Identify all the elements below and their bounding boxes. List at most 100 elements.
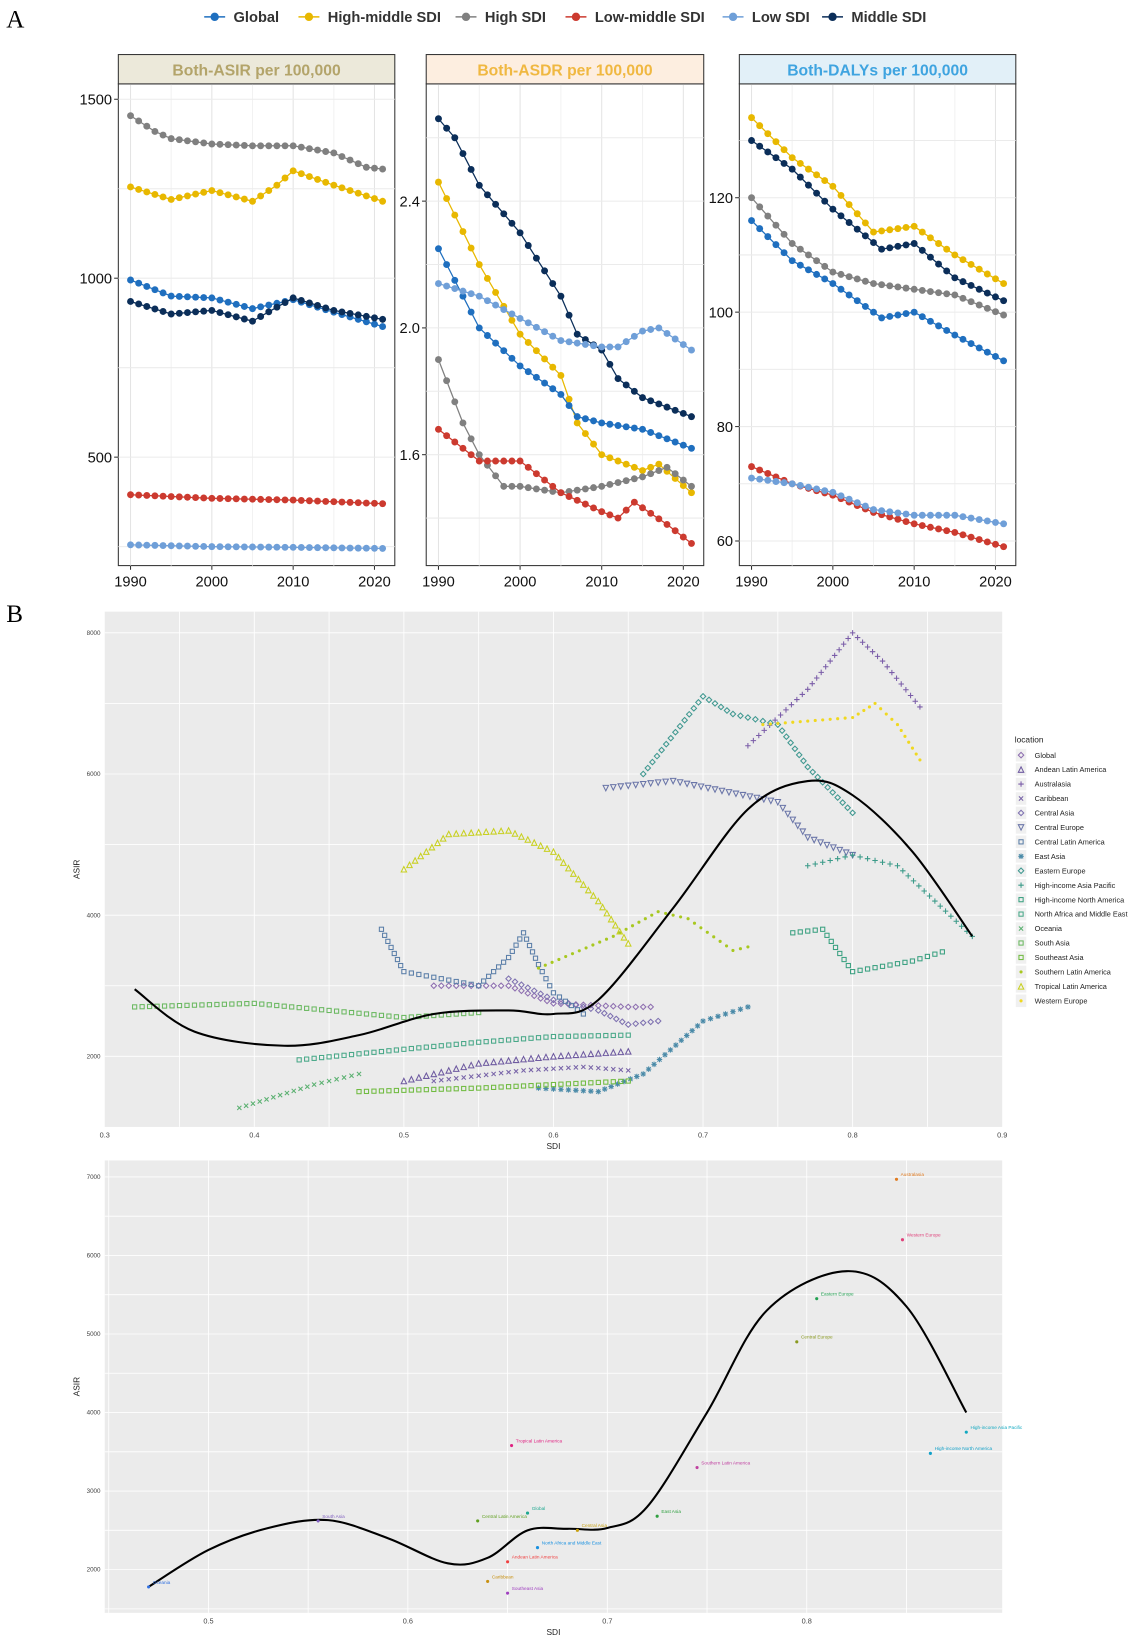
data-point (371, 1012, 377, 1018)
data-point (764, 148, 772, 156)
data-point (356, 1010, 362, 1016)
series-low-middle-sdi (127, 491, 387, 508)
data-point (468, 981, 474, 987)
data-point (910, 520, 918, 528)
data-point (443, 282, 451, 290)
data-point (249, 305, 256, 313)
data-point (476, 1039, 482, 1045)
series-central-asia (505, 975, 662, 1029)
data-point (832, 944, 839, 951)
data-point (581, 430, 589, 438)
data-point (655, 467, 663, 474)
y-tick-label: 6000 (87, 771, 101, 778)
data-point (557, 489, 565, 497)
data-point (532, 373, 540, 381)
series-global (430, 982, 655, 1011)
facet-strip (738, 54, 1017, 85)
data-point (647, 1018, 655, 1026)
data-point (183, 192, 191, 200)
data-point (415, 1073, 423, 1081)
data-point (780, 230, 788, 238)
data-point (624, 939, 632, 947)
data-point (788, 257, 796, 265)
data-point (435, 245, 442, 253)
data-point (423, 1087, 429, 1093)
data-point (492, 301, 500, 309)
data-point (614, 1081, 621, 1087)
data-point (836, 846, 844, 855)
data-point (467, 828, 475, 836)
point-label: Southern Latin America (701, 1460, 750, 1465)
data-point (1018, 911, 1024, 917)
data-point (651, 1061, 657, 1068)
labeled-point: Australasia (894, 1172, 924, 1181)
data-point (647, 780, 655, 788)
data-point (224, 543, 232, 551)
data-point (894, 283, 902, 291)
data-point (549, 482, 557, 490)
data-point (183, 493, 191, 501)
legend-label: High-income North America (1035, 895, 1126, 904)
data-point (143, 122, 151, 130)
y-tick-label: 60 (717, 534, 733, 550)
data-point (983, 538, 991, 546)
data-point (443, 432, 451, 440)
data-point (671, 470, 679, 478)
data-point (894, 225, 902, 233)
data-point (524, 484, 532, 492)
data-point (778, 727, 786, 735)
data-point (853, 275, 861, 283)
data-point (524, 319, 532, 327)
data-point (829, 182, 837, 190)
point-label: Eastern Europe (821, 1292, 854, 1297)
data-point (490, 1058, 498, 1066)
data-point (562, 998, 569, 1004)
data-point (815, 1297, 819, 1301)
data-point (437, 1068, 445, 1076)
data-point (926, 523, 934, 531)
data-point (159, 308, 167, 315)
point-label: East Asia (661, 1509, 681, 1514)
legend-key (1015, 980, 1027, 993)
data-point (787, 739, 795, 747)
data-point (208, 494, 216, 502)
data-point (907, 740, 911, 744)
data-point (821, 177, 829, 185)
data-point (216, 140, 224, 148)
data-point (277, 1092, 283, 1098)
data-point (869, 648, 876, 655)
data-point (183, 542, 191, 550)
data-point (573, 1033, 579, 1039)
data-point (590, 417, 597, 425)
data-point (824, 783, 832, 791)
data-point (686, 917, 690, 921)
data-point (992, 540, 999, 548)
data-point (532, 955, 539, 961)
data-point (511, 829, 519, 837)
data-point (558, 1081, 564, 1087)
data-point (829, 205, 837, 213)
legend-item: Global (1015, 748, 1056, 762)
data-point (401, 1014, 407, 1021)
data-point (663, 435, 671, 443)
data-point (700, 1018, 706, 1024)
data-point (861, 302, 869, 310)
x-tick-label: 0.5 (399, 1130, 409, 1139)
data-point (606, 360, 614, 368)
data-point (1018, 926, 1024, 932)
legend-marker (828, 12, 837, 22)
data-point (289, 496, 297, 504)
legend-label: High SDI (485, 10, 546, 26)
data-point (159, 542, 167, 550)
x-tick-label: 0.4 (249, 1130, 259, 1139)
legend-label: Central Latin America (1035, 837, 1106, 846)
series-high-sdi (127, 112, 387, 173)
data-point (475, 828, 483, 836)
sdi-trend-chart: 0.3 0.4 0.5 0.6 0.7 0.8 0.9 2000 4000 6000 8000 SDI… (72, 611, 1128, 1151)
legend-marker (571, 12, 581, 22)
data-point (603, 909, 611, 917)
data-point (438, 1086, 444, 1092)
data-point (446, 1042, 452, 1048)
data-point (837, 950, 843, 957)
data-point (609, 1002, 617, 1010)
